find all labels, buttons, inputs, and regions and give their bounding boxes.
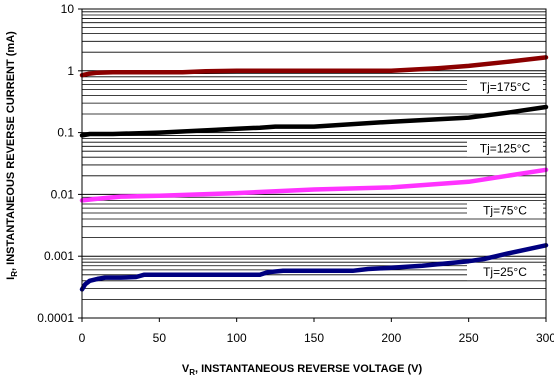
x-tick-label: 100 — [227, 331, 247, 345]
series-line-2 — [79, 104, 549, 138]
annotation-bg — [467, 78, 543, 95]
y-tick-label: 0.001 — [44, 249, 74, 263]
x-tick-label: 250 — [459, 331, 479, 345]
y-tick-label: 1 — [67, 64, 74, 78]
x-axis-title: VR, INSTANTANEOUS REVERSE VOLTAGE (V) — [182, 363, 423, 377]
series-line-1 — [79, 55, 549, 78]
x-tick-label: 0 — [79, 331, 86, 345]
annotation-bg — [467, 140, 543, 157]
annotation-bg — [467, 202, 543, 219]
series-line-4 — [79, 243, 549, 292]
x-tick-label: 50 — [153, 331, 167, 345]
series-annotation-1: Tj=175°C — [480, 80, 531, 94]
y-axis-title: IR, INSTANTANEOUS REVERSE CURRENT (mA) — [5, 31, 19, 280]
y-tick-label: 10 — [61, 2, 75, 16]
y-tick-label: 0.0001 — [37, 311, 74, 325]
series-line-3 — [79, 167, 549, 203]
x-tick-label: 200 — [381, 331, 401, 345]
grid — [82, 11, 546, 319]
y-tick-label: 0.1 — [57, 126, 74, 140]
series-group — [79, 55, 549, 292]
y-tick-label: 0.01 — [51, 187, 75, 201]
x-tick-label: 300 — [536, 331, 554, 345]
x-tick-label: 150 — [304, 331, 324, 345]
series-annotation-4: Tj=25°C — [483, 265, 527, 279]
series-annotation-2: Tj=125°C — [480, 142, 531, 156]
annotation-bg — [467, 264, 543, 281]
annotations: Tj=175°C Tj=125°C Tj=75°C Tj=25°C — [467, 78, 543, 281]
series-annotation-3: Tj=75°C — [483, 203, 527, 217]
